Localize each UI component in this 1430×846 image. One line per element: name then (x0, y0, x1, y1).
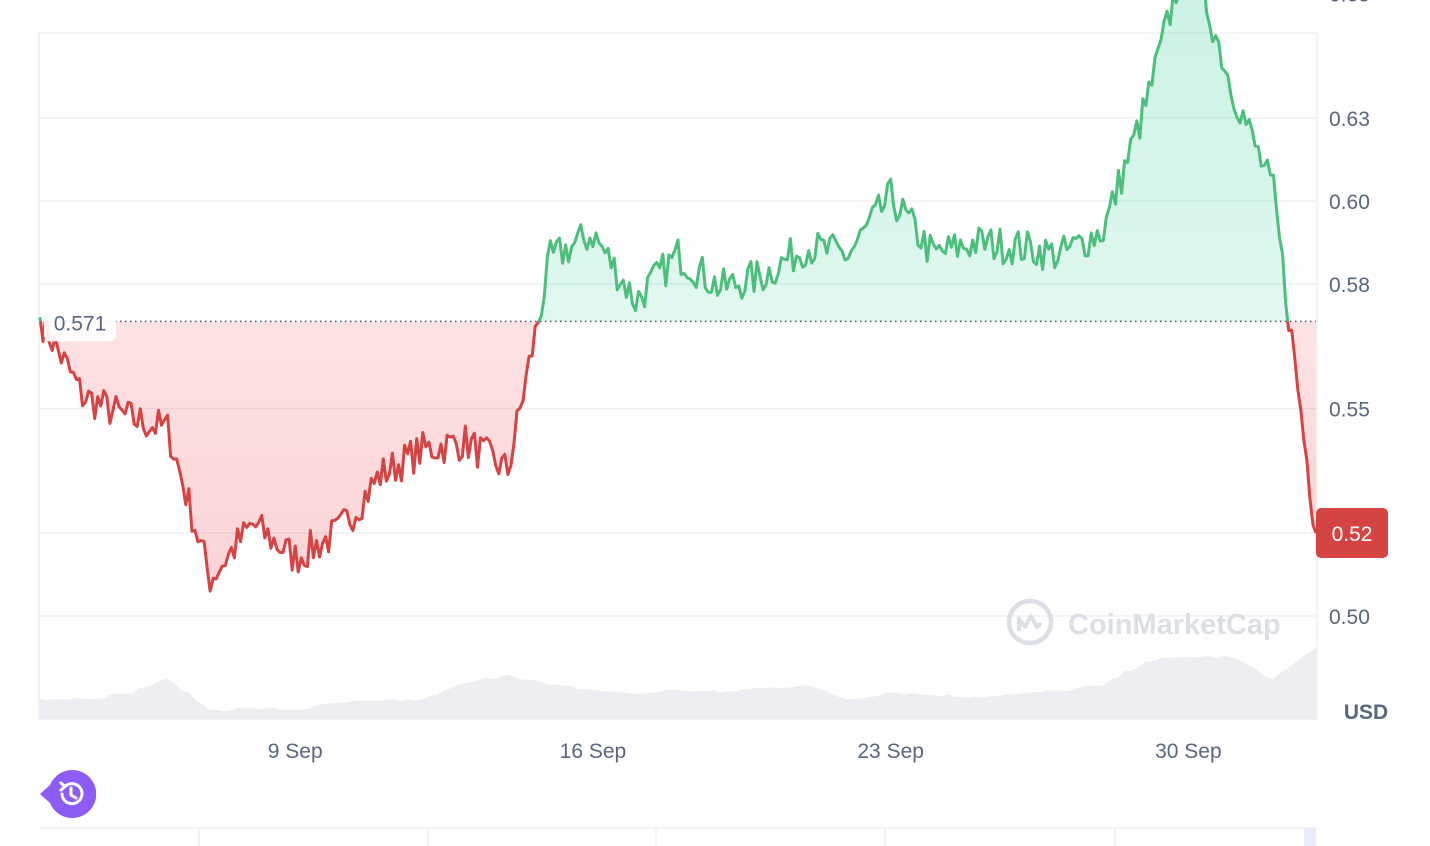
reference-badge: 0.571 (44, 305, 116, 342)
reference-value-label: 0.571 (54, 312, 107, 335)
watermark: CoinMarketCap (1006, 598, 1281, 646)
area-below-reference (40, 321, 1316, 592)
price-line-below (39, 321, 1318, 593)
x-tick-label: 30 Sep (1155, 740, 1222, 763)
y-tick-label: 0.63 (1329, 108, 1370, 131)
volume-area (40, 647, 1316, 719)
y-tick-label: 0.65 (1329, 0, 1370, 7)
history-icon (59, 781, 84, 806)
y-axis-labels: 0.500.530.550.580.600.630.65 (1329, 0, 1370, 629)
x-tick-label: 23 Sep (857, 740, 924, 763)
y-tick-label: 0.55 (1329, 399, 1370, 422)
current-price-badge: 0.52 (1316, 508, 1388, 558)
x-axis-labels: 9 Sep 16 Sep 23 Sep 30 Sep (268, 740, 1222, 763)
price-line-above (38, 0, 1290, 322)
y-tick-label: 0.50 (1329, 606, 1370, 629)
history-button[interactable] (40, 769, 96, 819)
y-tick-label: 0.60 (1329, 191, 1370, 214)
range-navigator[interactable] (39, 827, 1317, 846)
watermark-text: CoinMarketCap (1068, 609, 1281, 641)
currency-label: USD (1344, 701, 1388, 724)
y-tick-label: 0.58 (1329, 274, 1370, 297)
x-tick-label: 9 Sep (268, 740, 323, 763)
x-tick-label: 16 Sep (560, 740, 627, 763)
current-price-label: 0.52 (1332, 523, 1373, 546)
coinmarketcap-logo-icon (1006, 598, 1054, 646)
